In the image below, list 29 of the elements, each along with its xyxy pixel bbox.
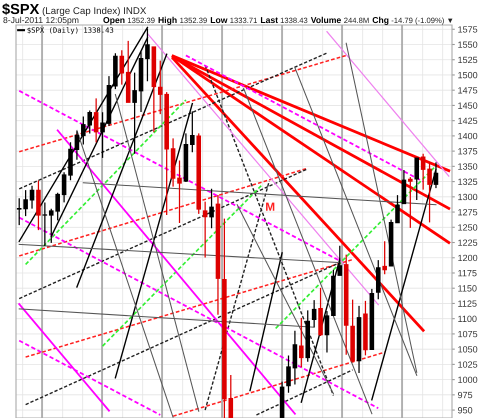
y-tick-label: 1550 xyxy=(458,41,478,48)
y-tick-label: 1300 xyxy=(458,194,478,200)
y-tick-label: 1350 xyxy=(458,163,478,170)
y-tick-label: 1150 xyxy=(458,285,477,292)
y-tick-label: 1125 xyxy=(458,300,477,307)
y-tick-label: 1375 xyxy=(458,148,478,154)
y-tick-label: 1500 xyxy=(458,72,478,78)
y-tick-label: 1025 xyxy=(458,361,478,368)
chart-subtitle: 8-Jul-2011 12:05pm xyxy=(3,16,78,25)
y-tick-label: 1100 xyxy=(458,316,477,322)
y-tick-label: 950 xyxy=(458,407,472,414)
y-tick-label: 1250 xyxy=(458,224,478,231)
y-tick-label: 1225 xyxy=(458,239,478,246)
y-tick-label: 1000 xyxy=(458,376,478,383)
y-tick-label: 1425 xyxy=(458,118,478,124)
y-tick-label: 1400 xyxy=(458,132,478,140)
y-tick-label: 1275 xyxy=(458,209,478,216)
y-tick-label: 1075 xyxy=(458,330,478,338)
y-tick-label: 1175 xyxy=(458,270,477,276)
chart-title: $SPX (Large Cap Index) INDX xyxy=(2,3,146,16)
y-tick-label: 1325 xyxy=(458,178,478,185)
y-tick-label: 1200 xyxy=(458,254,478,262)
y-tick-label: 975 xyxy=(458,392,472,398)
y-tick-label: 1475 xyxy=(458,87,478,94)
y-tick-label: 1450 xyxy=(458,102,478,109)
y-tick-label: 1525 xyxy=(458,56,478,64)
y-tick-label: 1050 xyxy=(458,346,478,353)
y-tick-label: 1575 xyxy=(458,26,478,33)
annotation: M xyxy=(266,202,274,211)
